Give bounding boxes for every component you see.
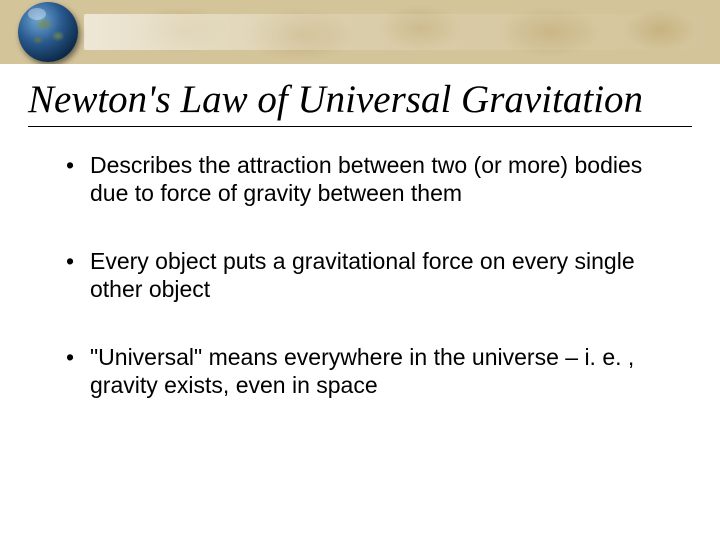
title-underline (28, 126, 692, 127)
list-item: Every object puts a gravitational force … (66, 247, 692, 303)
bullet-list: Describes the attraction between two (or… (28, 151, 692, 399)
slide-content: Newton's Law of Universal Gravitation De… (0, 64, 720, 399)
slide-banner (0, 0, 720, 64)
banner-shade-bar (84, 14, 720, 50)
list-item: "Universal" means everywhere in the univ… (66, 343, 692, 399)
globe-icon (18, 2, 78, 62)
list-item: Describes the attraction between two (or… (66, 151, 692, 207)
slide-title: Newton's Law of Universal Gravitation (28, 78, 692, 122)
